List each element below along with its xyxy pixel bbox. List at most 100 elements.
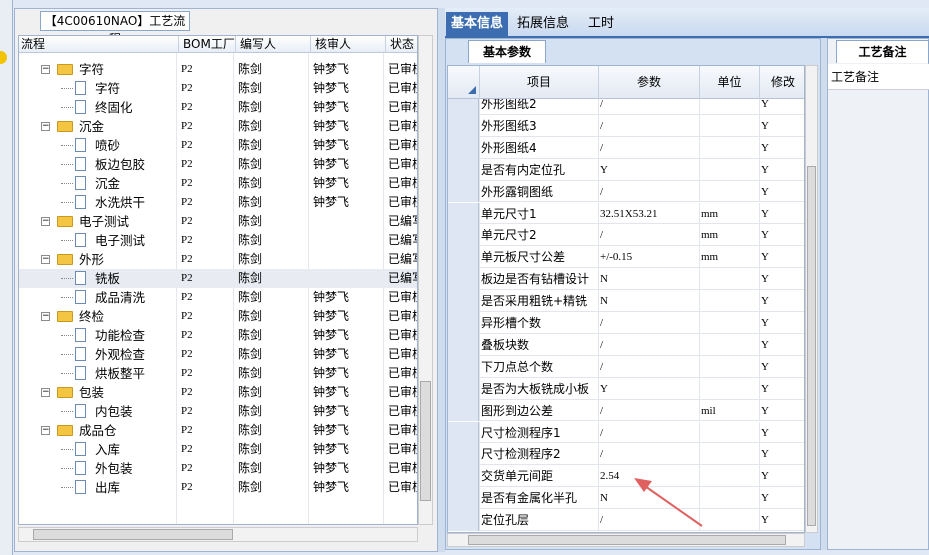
column-header[interactable]: 单位: [699, 66, 759, 99]
tree-row[interactable]: 功能检查 P2 陈剑 钟梦飞 已审核: [19, 326, 417, 345]
cell: P2: [181, 386, 193, 398]
doc-icon: [75, 404, 86, 418]
folder-icon: [57, 254, 73, 265]
grid-row[interactable]: 单元板尺寸公差 +/-0.15 mm Y: [448, 246, 804, 269]
grid-row[interactable]: 叠板块数 / Y: [448, 333, 804, 356]
cell-bg: [598, 114, 699, 137]
left-tab[interactable]: 【4C00610NAO】工艺流程: [40, 11, 190, 46]
cell: 钟梦飞: [313, 442, 350, 456]
grid-row[interactable]: 是否为大板铣成小板 Y Y: [448, 377, 804, 400]
grid-row[interactable]: 交货单元间距 2.54 Y: [448, 465, 804, 488]
cell: 陈剑: [238, 423, 263, 437]
tree-row[interactable]: 终固化 P2 陈剑 钟梦飞 已审核: [19, 98, 417, 117]
grid-row[interactable]: 图形到边公差 / mil Y: [448, 399, 804, 422]
cell: 已审核: [388, 290, 417, 304]
cell: P2: [181, 481, 193, 493]
grid-vscroll: [805, 65, 818, 533]
cell: 钟梦飞: [313, 62, 350, 76]
doc-icon: [75, 100, 86, 114]
grid-row[interactable]: 是否有金属化半孔 N Y: [448, 487, 804, 510]
grid-row[interactable]: 定位孔层 / Y: [448, 509, 804, 531]
cell: Y: [761, 229, 769, 242]
row-indicator: [448, 180, 479, 203]
cell-bg: [598, 136, 699, 159]
tree-row[interactable]: − 沉金 P2 陈剑 钟梦飞 已审核: [19, 117, 417, 136]
tree-row[interactable]: − 成品仓 P2 陈剑 钟梦飞 已审核: [19, 421, 417, 440]
cell-bg: [759, 487, 804, 510]
cell: P2: [181, 120, 193, 132]
scroll-thumb[interactable]: [420, 381, 431, 501]
cell-bg: [479, 93, 598, 115]
tree-row[interactable]: 成品清洗 P2 陈剑 钟梦飞 已审核: [19, 288, 417, 307]
tree-row[interactable]: 出库 P2 陈剑 钟梦飞 已审核: [19, 478, 417, 497]
grid-row[interactable]: 尺寸检测程序1 / Y: [448, 421, 804, 444]
grid-row[interactable]: 外形露铜图纸 / Y: [448, 180, 804, 203]
tree-row[interactable]: 喷砂 P2 陈剑 钟梦飞 已审核: [19, 136, 417, 155]
notes-tab[interactable]: 工艺备注: [836, 40, 929, 63]
cell: 陈剑: [238, 366, 263, 380]
tree-row[interactable]: 电子测试 P2 陈剑 已编写: [19, 231, 417, 250]
cell: /: [600, 229, 604, 242]
tab[interactable]: 工时: [587, 16, 614, 31]
column-header[interactable]: 状态: [385, 36, 417, 53]
cell: Y: [761, 273, 769, 286]
grid-row[interactable]: 板边是否有钻槽设计 N Y: [448, 268, 804, 291]
cell-bg: [759, 465, 804, 488]
tree-line: [61, 88, 73, 89]
tree-row[interactable]: 字符 P2 陈剑 钟梦飞 已审核: [19, 79, 417, 98]
grid-row[interactable]: 外形图纸3 / Y: [448, 114, 804, 137]
row-indicator: [448, 465, 479, 488]
column-header[interactable]: 核审人: [310, 36, 385, 53]
tree-row[interactable]: − 电子测试 P2 陈剑 已编写: [19, 212, 417, 231]
doc-icon: [75, 271, 86, 285]
node-label: 外观检查: [95, 347, 146, 362]
tree-row[interactable]: 内包装 P2 陈剑 钟梦飞 已审核: [19, 402, 417, 421]
tree-row[interactable]: − 外形 P2 陈剑 已编写: [19, 250, 417, 269]
grid-row[interactable]: 尺寸检测程序2 / Y: [448, 443, 804, 466]
tree-row[interactable]: − 包装 P2 陈剑 钟梦飞 已审核: [19, 383, 417, 402]
cell: /: [600, 360, 604, 373]
row-indicator: [448, 377, 479, 400]
tree-row[interactable]: 沉金 P2 陈剑 钟梦飞 已审核: [19, 174, 417, 193]
column-header[interactable]: BOM工厂: [178, 36, 235, 53]
splitter[interactable]: [821, 38, 827, 550]
tree-row[interactable]: 板边包胶 P2 陈剑 钟梦飞 已审核: [19, 155, 417, 174]
column-header[interactable]: 编写人: [235, 36, 310, 53]
scroll-thumb[interactable]: [807, 166, 816, 526]
tree-row[interactable]: 外包装 P2 陈剑 钟梦飞 已审核: [19, 459, 417, 478]
tree-row[interactable]: 入库 P2 陈剑 钟梦飞 已审核: [19, 440, 417, 459]
grid-row[interactable]: 单元尺寸1 32.51X53.21 mm Y: [448, 202, 804, 225]
tree-hscroll: [18, 527, 418, 542]
splitter[interactable]: [438, 8, 445, 552]
grid-row[interactable]: 外形图纸4 / Y: [448, 136, 804, 159]
tree-row[interactable]: − 字符 P2 陈剑 钟梦飞 已审核: [19, 60, 417, 79]
subtab[interactable]: 基本参数: [468, 40, 546, 63]
column-header[interactable]: 修改: [759, 66, 804, 99]
grid-row[interactable]: 异形槽个数 / Y: [448, 312, 804, 334]
doc-icon: [75, 347, 86, 361]
grid-row[interactable]: 下刀点总个数 / Y: [448, 355, 804, 378]
node-label: 字符: [95, 81, 121, 96]
scroll-thumb[interactable]: [33, 529, 233, 540]
tree-row[interactable]: 外观检查 P2 陈剑 钟梦飞 已审核: [19, 345, 417, 364]
cell-bg: [479, 421, 598, 444]
column-header[interactable]: 流程: [21, 37, 46, 51]
scroll-thumb[interactable]: [468, 535, 786, 545]
tree-row[interactable]: 铣板 P2 陈剑 已编写: [19, 269, 417, 288]
grid-row[interactable]: 是否采用粗铣+精铣 N Y: [448, 290, 804, 312]
tree-row[interactable]: 水洗烘干 P2 陈剑 钟梦飞 已审核: [19, 193, 417, 212]
grid-row[interactable]: 单元尺寸2 / mm Y: [448, 224, 804, 247]
tree-row[interactable]: 烘板整平 P2 陈剑 钟梦飞 已审核: [19, 364, 417, 383]
doc-icon: [75, 366, 86, 380]
tree-line: [61, 335, 73, 336]
cell-bg: [598, 487, 699, 510]
tab[interactable]: 基本信息: [446, 12, 508, 36]
tree-row[interactable]: − 终检 P2 陈剑 钟梦飞 已审核: [19, 307, 417, 326]
column-header[interactable]: 参数: [598, 66, 699, 99]
grid-row[interactable]: 是否有内定位孔 Y Y: [448, 158, 804, 181]
cell-bg: [479, 355, 598, 378]
tab[interactable]: 拓展信息: [516, 16, 569, 31]
column-line: [233, 53, 234, 524]
cell-bg: [759, 93, 804, 115]
column-header[interactable]: 项目: [479, 66, 598, 99]
